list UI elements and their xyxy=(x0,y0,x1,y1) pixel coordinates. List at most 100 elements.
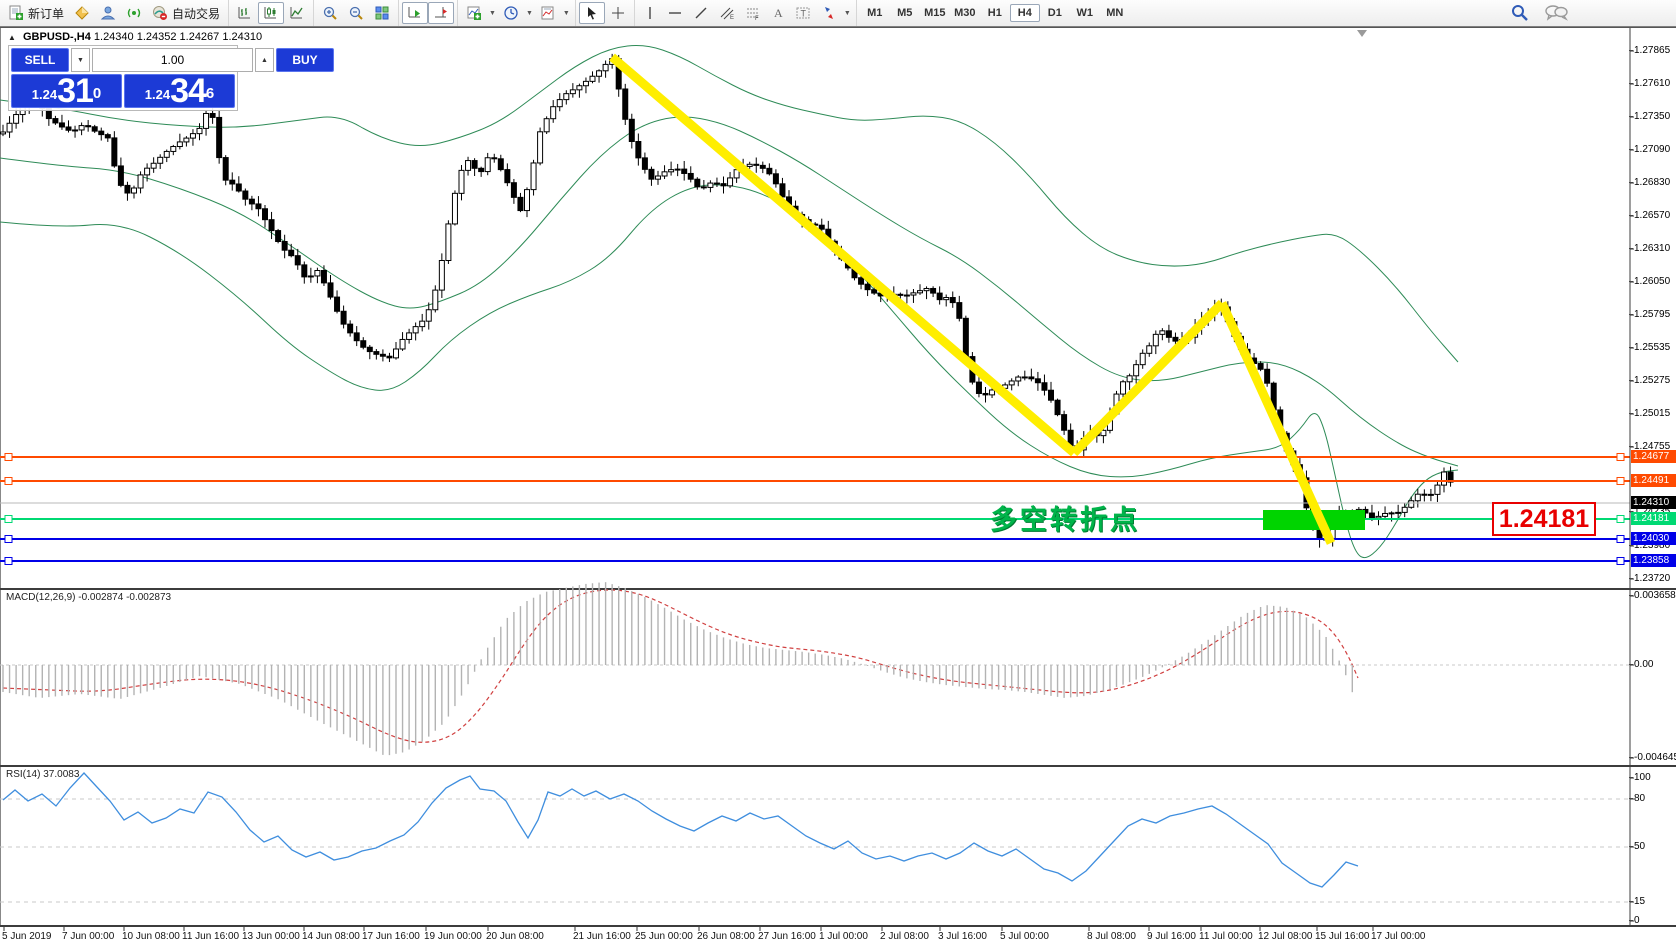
chart-shift-button[interactable] xyxy=(428,2,455,24)
price-callout-1.24181[interactable]: 1.24181 xyxy=(1492,502,1596,536)
arrows-tool[interactable] xyxy=(816,2,842,24)
rsi-panel-divider[interactable] xyxy=(0,765,1676,767)
timeframe-M30[interactable]: M30 xyxy=(954,7,976,19)
time-label: 8 Jul 08:00 xyxy=(1087,931,1136,942)
timeframe-M15[interactable]: M15 xyxy=(924,7,946,19)
sell-button[interactable]: SELL xyxy=(11,48,69,72)
price-tick-1.26050: 1.26050 xyxy=(1629,276,1676,287)
hline-anchor[interactable] xyxy=(4,535,13,543)
auto-scroll-button[interactable] xyxy=(402,2,429,24)
rsi-tick-15: 15 xyxy=(1629,896,1676,907)
sell-price-display[interactable]: 1.24 31 0 xyxy=(11,74,122,108)
time-label: 27 Jun 16:00 xyxy=(758,931,816,942)
templates-button[interactable] xyxy=(535,2,561,24)
hline-anchor[interactable] xyxy=(1616,453,1625,461)
timeframe-M1[interactable]: M1 xyxy=(867,7,883,19)
turning-point-annotation[interactable]: 多空转折点 xyxy=(990,505,1140,535)
buy-button[interactable]: BUY xyxy=(276,48,334,72)
periods-button[interactable] xyxy=(498,2,524,24)
price-tick-1.24235: 1.24235 xyxy=(1629,506,1676,517)
toolbar-group-zoom xyxy=(313,0,398,26)
timeframe-W1[interactable]: W1 xyxy=(1076,7,1094,19)
periods-dropdown-caret[interactable]: ▼ xyxy=(525,9,533,17)
line-chart-button[interactable] xyxy=(284,2,310,24)
hline-anchor[interactable] xyxy=(1616,477,1625,485)
zoom-out-button[interactable] xyxy=(343,2,369,24)
hline-anchor[interactable] xyxy=(4,453,13,461)
axes[interactable] xyxy=(0,28,1676,931)
macd-signal-line xyxy=(2,589,1359,743)
cursor-button[interactable] xyxy=(578,2,605,24)
trendline-segment-3[interactable] xyxy=(1217,301,1336,545)
bar-chart-button[interactable] xyxy=(232,2,258,24)
rsi-tick-80: 80 xyxy=(1629,793,1676,804)
tile-windows-button[interactable] xyxy=(369,2,395,24)
price-tick-1.27350: 1.27350 xyxy=(1629,111,1676,122)
candlestick-series xyxy=(0,53,1454,548)
timeframe-D1[interactable]: D1 xyxy=(1047,7,1062,19)
market-watch-button[interactable] xyxy=(69,2,95,24)
search-icon[interactable] xyxy=(1510,3,1530,23)
volume-decrease-button[interactable]: ▼ xyxy=(71,48,90,72)
time-label: 11 Jun 16:00 xyxy=(182,931,240,942)
time-label: 17 Jun 16:00 xyxy=(362,931,420,942)
hline-anchor[interactable] xyxy=(1616,535,1625,543)
chart-shift-marker[interactable] xyxy=(1357,30,1367,37)
fibonacci-tool[interactable]: F xyxy=(740,2,766,24)
line-chart-icon xyxy=(289,5,305,21)
one-click-trading-panel: SELL ▼ ▲ BUY 1.24 31 0 1.24 34 6 xyxy=(8,45,334,111)
time-label: 3 Jul 16:00 xyxy=(938,931,987,942)
chat-icon[interactable] xyxy=(1544,3,1569,23)
hline-anchor[interactable] xyxy=(4,515,13,523)
trendline-segment-1[interactable] xyxy=(609,53,1077,457)
rsi-indicator xyxy=(0,772,1630,903)
timeframe-H1[interactable]: H1 xyxy=(987,7,1002,19)
new-order-label: 新订单 xyxy=(28,6,65,21)
trendline-segment-2[interactable] xyxy=(1070,299,1226,457)
buy-price-display[interactable]: 1.24 34 6 xyxy=(124,74,235,108)
vertical-line-tool[interactable] xyxy=(638,2,662,24)
accounts-button[interactable] xyxy=(95,2,121,24)
chart-shift-icon xyxy=(433,5,449,21)
toolbar-group-timeframes: M1 M5 M15 M30 H1 H4 D1 W1 MN xyxy=(855,0,1133,26)
timeframe-H4[interactable]: H4 xyxy=(1009,4,1040,22)
timeframe-MN[interactable]: MN xyxy=(1106,7,1124,19)
candlestick-chart-button[interactable] xyxy=(258,2,285,24)
price-tick-1.27090: 1.27090 xyxy=(1629,144,1676,155)
yellow-trendlines[interactable] xyxy=(609,53,1336,545)
collapse-panel-icon[interactable]: ▲ xyxy=(8,33,16,42)
autotrade-button[interactable]: 自动交易 xyxy=(147,2,225,24)
text-icon: A xyxy=(771,5,785,21)
volume-input[interactable] xyxy=(92,48,253,72)
hline-anchor[interactable] xyxy=(1616,557,1625,565)
trendline-tool[interactable] xyxy=(688,2,714,24)
rsi-tick-0: 0 xyxy=(1629,915,1676,926)
toolbar-group-charttype xyxy=(228,0,313,26)
time-label: 13 Jun 00:00 xyxy=(242,931,300,942)
new-order-button[interactable]: 新订单 xyxy=(3,2,69,24)
hline-anchor[interactable] xyxy=(1616,515,1625,523)
timeframe-M5[interactable]: M5 xyxy=(897,7,913,19)
signals-button[interactable] xyxy=(121,2,147,24)
crosshair-button[interactable] xyxy=(605,2,631,24)
macd-panel-divider[interactable] xyxy=(0,588,1676,590)
volume-increase-button[interactable]: ▲ xyxy=(255,48,274,72)
hline-anchor[interactable] xyxy=(4,557,13,565)
templates-dropdown-caret[interactable]: ▼ xyxy=(562,9,570,17)
price-label-1.23858: 1.23858 xyxy=(1631,554,1676,567)
horizontal-line-tool[interactable] xyxy=(662,2,688,24)
channel-icon: E xyxy=(719,5,735,21)
arrows-dropdown-caret[interactable]: ▼ xyxy=(843,9,851,17)
candlestick-chart-icon xyxy=(263,5,279,21)
zoom-in-button[interactable] xyxy=(317,2,343,24)
price-label-1.24030: 1.24030 xyxy=(1631,532,1676,545)
price-tick-1.26830: 1.26830 xyxy=(1629,177,1676,188)
equidistant-channel-tool[interactable]: E xyxy=(714,2,740,24)
support-zone-rect[interactable] xyxy=(1263,510,1365,530)
text-tool[interactable]: A xyxy=(766,2,790,24)
hline-anchor[interactable] xyxy=(4,477,13,485)
indicators-button[interactable] xyxy=(461,2,487,24)
text-label-tool[interactable]: T xyxy=(790,2,816,24)
indicators-dropdown-caret[interactable]: ▼ xyxy=(489,9,496,17)
time-label: 19 Jun 00:00 xyxy=(424,931,482,942)
